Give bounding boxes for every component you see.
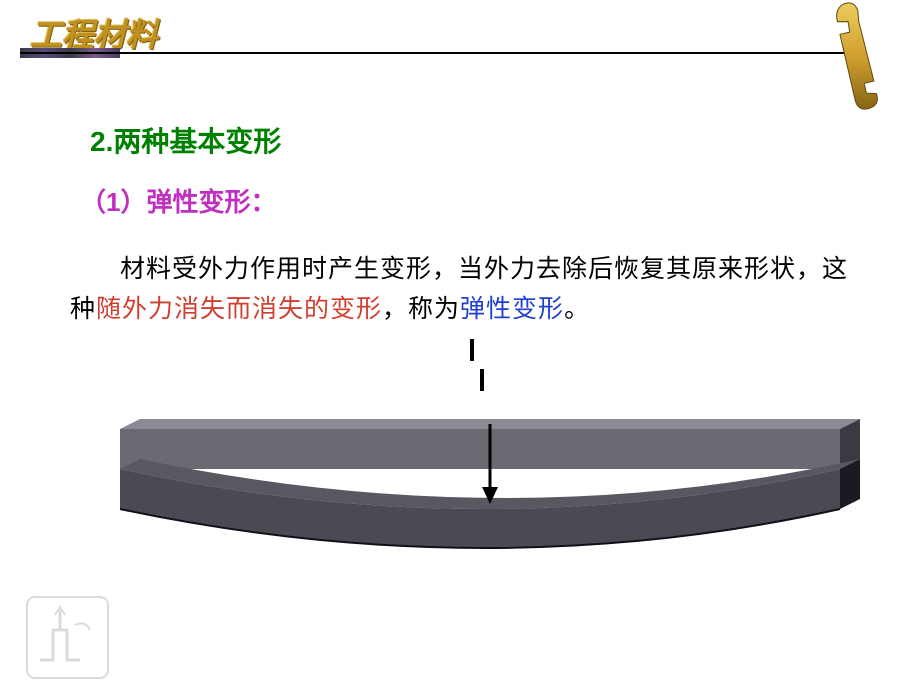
wrench-icon [795,0,915,120]
slide-content: 2.两种基本变形 （1）弹性变形： 材料受外力作用时产生变形，当外力去除后恢复其… [0,70,920,599]
force-marker [470,339,474,361]
beam-illustration [110,409,870,589]
text-segment: 。 [564,295,590,323]
body-paragraph: 材料受外力作用时产生变形，当外力去除后恢复其原来形状，这种随外力消失而消失的变形… [70,249,850,329]
subsection-heading: （1）弹性变形： [80,182,850,219]
text-emphasis-red: 随外力消失而消失的变形 [96,295,382,323]
watermark-icon [25,595,110,680]
beam-diagram: F [90,339,850,599]
text-emphasis-blue: 弹性变形 [460,295,564,323]
text-segment: ，称为 [382,295,460,323]
slide-header: 工程材料 [0,0,920,70]
force-marker [480,369,484,391]
section-heading: 2.两种基本变形 [90,120,850,160]
title-underline [20,52,860,54]
